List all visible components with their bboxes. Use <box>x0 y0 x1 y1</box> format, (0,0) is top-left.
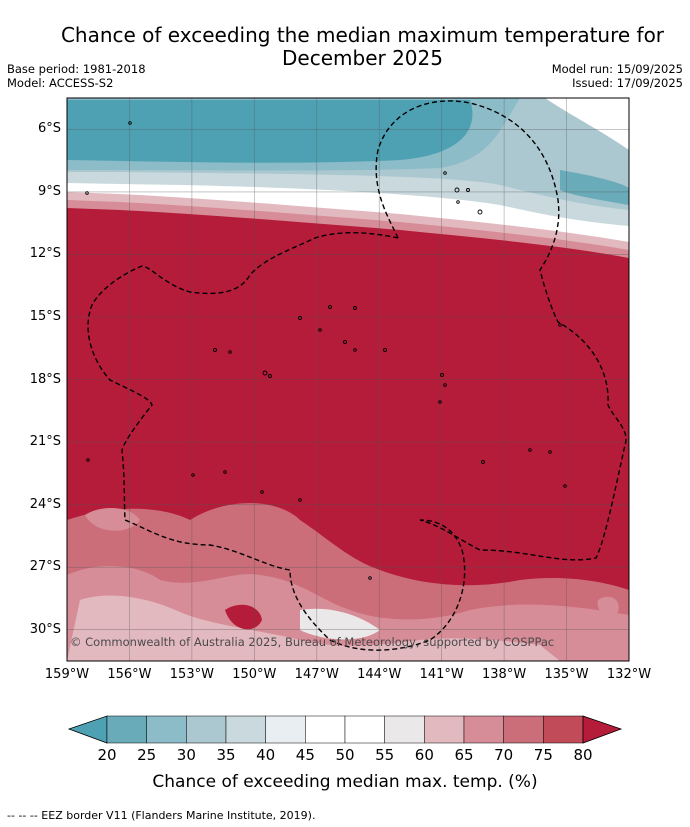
colorbar-tick-label: 40 <box>256 746 276 764</box>
colorbar <box>67 715 623 744</box>
issued-date: Issued: 17/09/2025 <box>572 76 683 90</box>
colorbar-cell <box>543 715 584 744</box>
lat-tick-label: 9°S <box>37 183 61 199</box>
colorbar-cell <box>424 715 465 744</box>
cool-patch-east <box>560 170 629 205</box>
lat-tick-label: 27°S <box>29 559 61 575</box>
lon-tick-label: 138°W <box>482 667 527 682</box>
lon-tick-label: 156°W <box>107 667 152 682</box>
colorbar-tick-label: 60 <box>414 746 434 764</box>
colorbar-cell <box>305 715 346 744</box>
lon-tick-label: 141°W <box>419 667 464 682</box>
colorbar-cell <box>503 715 544 744</box>
colorbar-cell <box>225 715 266 744</box>
map-area <box>67 98 629 661</box>
lat-tick-label: 12°S <box>29 246 61 262</box>
colorbar-tick-label: 50 <box>335 746 355 764</box>
colorbar-cell <box>344 715 385 744</box>
meta-right: Model run: 15/09/2025 Issued: 17/09/2025 <box>552 62 683 90</box>
white-patch-ne <box>545 98 629 150</box>
title-line-2: December 2025 <box>282 46 443 70</box>
copyright-notice: © Commonwealth of Australia 2025, Bureau… <box>70 635 555 649</box>
patch-south-warm <box>225 604 262 630</box>
colorbar-under-arrow <box>67 715 108 744</box>
figure-title: Chance of exceeding the median maximum t… <box>40 24 685 70</box>
lon-tick-label: 153°W <box>169 667 214 682</box>
model-run: Model run: 15/09/2025 <box>551 62 683 76</box>
meta-left: Base period: 1981-2018 Model: ACCESS-S2 <box>7 62 146 90</box>
patch-se <box>597 596 619 616</box>
lat-tick-label: 18°S <box>29 371 61 387</box>
colorbar-over-arrow <box>582 715 623 744</box>
band-55-south <box>300 608 380 640</box>
colorbar-tick-label: 80 <box>573 746 593 764</box>
lon-tick-label: 132°W <box>606 667 652 682</box>
colorbar-tick-label: 30 <box>176 746 196 764</box>
colorbar-cell <box>384 715 425 744</box>
lon-tick-label: 159°W <box>44 667 90 682</box>
model-name: Model: ACCESS-S2 <box>7 76 114 90</box>
band-20 <box>67 100 473 163</box>
lon-tick-label: 135°W <box>544 667 589 682</box>
islands <box>85 121 567 580</box>
lat-tick-label: 30°S <box>29 621 61 637</box>
colorbar-tick-label: 55 <box>375 746 395 764</box>
graticule <box>67 98 629 661</box>
eez-borders <box>87 100 627 651</box>
colorbar-tick-label: 20 <box>97 746 117 764</box>
title-line-1: Chance of exceeding the median maximum t… <box>60 23 665 47</box>
lon-tick-label: 147°W <box>294 667 339 682</box>
colorbar-cell <box>265 715 306 744</box>
lon-tick-label: 144°W <box>357 667 402 682</box>
base-period: Base period: 1981-2018 <box>7 62 146 76</box>
footer-note: -- -- -- EEZ border V11 (Flanders Marine… <box>7 809 316 822</box>
colorbar-cells <box>106 715 584 744</box>
map-frame <box>66 97 630 662</box>
patch-sw <box>85 508 140 531</box>
colorbar-cell <box>186 715 227 744</box>
colorbar-cell <box>146 715 187 744</box>
colorbar-tick-label: 35 <box>216 746 236 764</box>
colorbar-tick-label: 25 <box>137 746 157 764</box>
lat-tick-label: 21°S <box>29 434 61 450</box>
colorbar-tick-label: 75 <box>533 746 553 764</box>
colorbar-tick-label: 70 <box>494 746 514 764</box>
lat-tick-label: 15°S <box>29 308 61 324</box>
lat-tick-label: 6°S <box>37 121 61 137</box>
band-60-south <box>67 595 560 661</box>
colorbar-label: Chance of exceeding median max. temp. (%… <box>152 772 538 792</box>
colorbar-tick-label: 65 <box>454 746 474 764</box>
colorbar-cell <box>463 715 504 744</box>
colorbar-cell <box>106 715 147 744</box>
lat-tick-label: 24°S <box>29 496 61 512</box>
lon-tick-label: 150°W <box>232 667 277 682</box>
colorbar-tick-label: 45 <box>295 746 315 764</box>
